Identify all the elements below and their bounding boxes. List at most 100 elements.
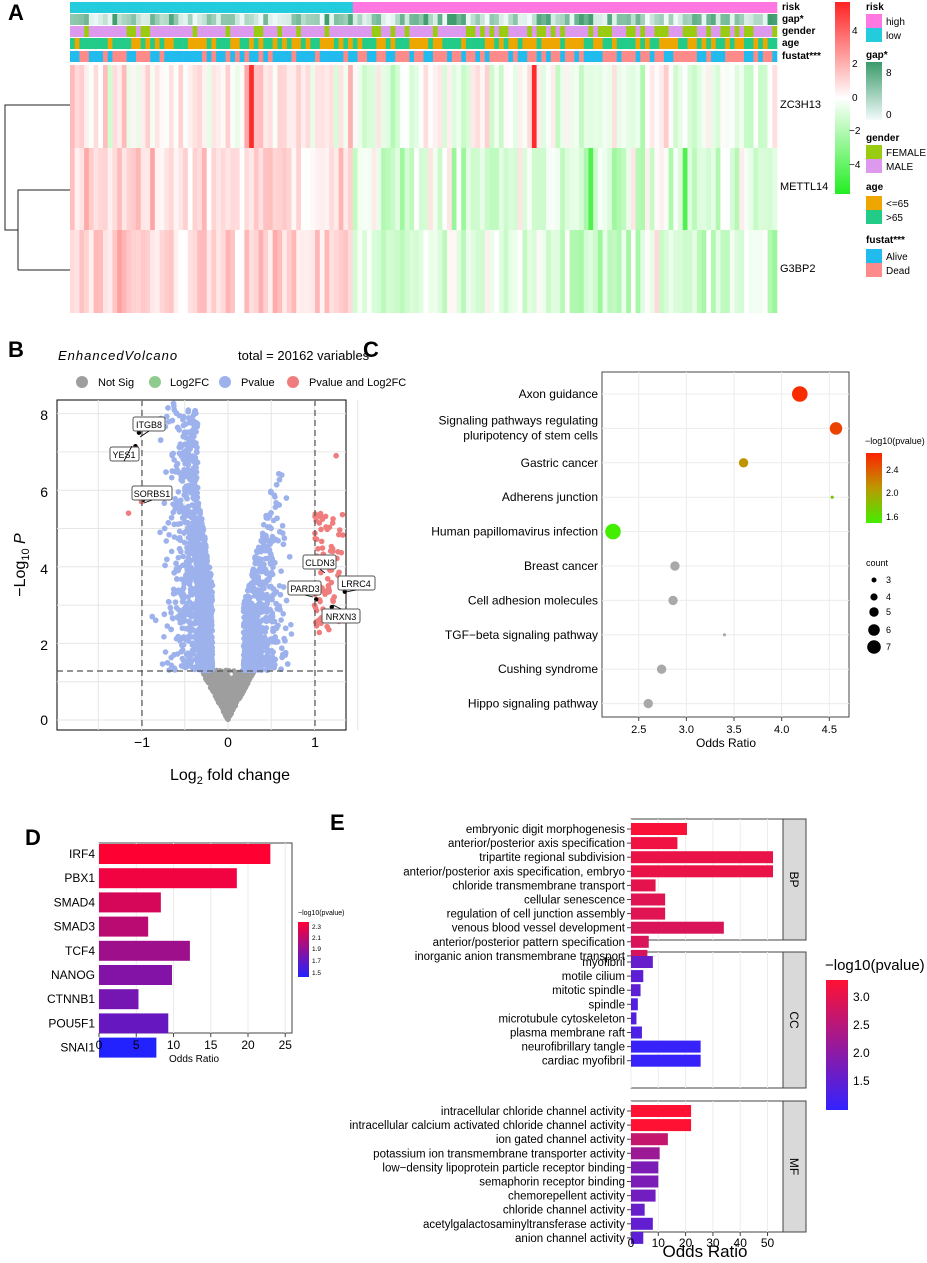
volcano-point <box>193 474 200 481</box>
gap-cell <box>645 14 651 25</box>
heatmap-cell <box>418 148 424 230</box>
gap-cell <box>437 14 443 25</box>
fustat-cell <box>513 51 519 62</box>
fustat-cell <box>498 51 504 62</box>
gender-cell <box>612 26 618 37</box>
volcano-point <box>174 467 181 473</box>
volcano-point <box>247 663 254 670</box>
fustat-cell <box>663 51 669 62</box>
go-bar <box>631 998 638 1011</box>
gender-cell <box>362 26 368 37</box>
volcano-point <box>209 684 215 690</box>
volcano-point <box>273 589 280 595</box>
fustat-cell <box>696 51 702 62</box>
gene-label-mettl14: METTL14 <box>780 181 828 193</box>
heatmap-cell <box>602 148 608 230</box>
risk-cell <box>291 2 297 13</box>
heatmap-cell <box>319 148 325 230</box>
risk-cell <box>437 2 443 13</box>
gender-cell <box>546 26 552 37</box>
heatmap-cell <box>305 230 311 313</box>
heatmap-cell <box>187 65 193 148</box>
label-nrxn3: NRXN3 <box>326 612 357 622</box>
gap-cell <box>385 14 391 25</box>
heatmap-cell <box>187 230 193 313</box>
gap-cell <box>348 14 354 25</box>
volcano-point <box>200 527 207 533</box>
age-cell <box>621 38 627 49</box>
heatmap-cell <box>767 230 773 313</box>
go-bar <box>631 984 641 997</box>
gap-cell <box>758 14 764 25</box>
heatmap-cell <box>135 230 141 313</box>
heatmap-cell <box>70 65 76 148</box>
volcano-point <box>176 534 183 541</box>
volcano-point <box>279 645 285 652</box>
go-xtick-label: 30 <box>706 1236 720 1250</box>
volcano-legend-dot-both <box>287 376 299 388</box>
heatmap-cell <box>140 148 146 230</box>
gender-cell <box>371 26 377 37</box>
fustat-cell <box>480 51 486 62</box>
heatmap-cell <box>131 230 137 313</box>
fustat-cell <box>135 51 141 62</box>
volcano-point <box>152 617 159 624</box>
legend-label-female: FEMALE <box>886 148 926 159</box>
risk-cell <box>536 2 542 13</box>
volcano-point <box>312 513 318 520</box>
go-barplot-xlabel: Odds Ratio <box>662 1242 747 1261</box>
go-bar <box>631 1203 645 1216</box>
fustat-cell <box>739 51 745 62</box>
heatmap-cell <box>117 230 123 313</box>
heatmap-cell <box>409 148 415 230</box>
gap-cell <box>376 14 382 25</box>
risk-cell <box>338 2 344 13</box>
gender-cell <box>282 26 288 37</box>
dotplot-points <box>605 386 843 709</box>
heatmap-cell <box>508 65 514 148</box>
heatmap-cell <box>593 148 599 230</box>
volcano-ytick-4: 4 <box>40 561 48 577</box>
heatmap-cell <box>131 65 137 148</box>
fustat-cell <box>720 51 726 62</box>
risk-cell <box>428 2 434 13</box>
gender-cell <box>286 26 292 37</box>
volcano-point <box>196 515 202 521</box>
gap-cell <box>249 14 255 25</box>
heatmap-cell <box>720 65 726 148</box>
go-label: cardiac myofibril <box>542 1056 625 1068</box>
heatmap-cell <box>220 230 226 313</box>
volcano-point <box>194 449 200 456</box>
age-cell <box>159 38 165 49</box>
risk-cell <box>357 2 363 13</box>
heatmap-cell <box>494 148 500 230</box>
dotplot-xlabel: Odds Ratio <box>696 736 756 750</box>
volcano-point <box>264 596 271 603</box>
gap-cell <box>315 14 321 25</box>
panel-label-a: A <box>8 0 24 25</box>
go-xtick-label: 0 <box>628 1236 635 1250</box>
volcano-point <box>188 589 194 596</box>
volcano-point <box>188 437 194 444</box>
volcano-point <box>263 614 269 621</box>
volcano-point <box>201 551 208 557</box>
gender-cell <box>725 26 731 37</box>
volcano-point <box>171 521 178 528</box>
volcano-point <box>271 618 278 625</box>
tf-bar-tcf4 <box>99 940 190 961</box>
go-bar <box>631 1189 656 1202</box>
heatmap-cell <box>395 65 401 148</box>
fustat-cell <box>390 51 396 62</box>
heatmap-cell <box>310 148 316 230</box>
label-box-lrrc4 <box>337 575 376 591</box>
volcano-point <box>227 677 234 683</box>
fustat-cell <box>315 51 321 62</box>
risk-cell <box>173 2 179 13</box>
volcano-ytick-6: 6 <box>40 484 48 500</box>
heatmap-cell <box>414 65 420 148</box>
panel-label-c: C <box>363 337 379 362</box>
gender-cell <box>201 26 207 37</box>
labeled-point-nrxn3 <box>329 604 334 610</box>
legend-swatch-alive <box>866 249 882 263</box>
